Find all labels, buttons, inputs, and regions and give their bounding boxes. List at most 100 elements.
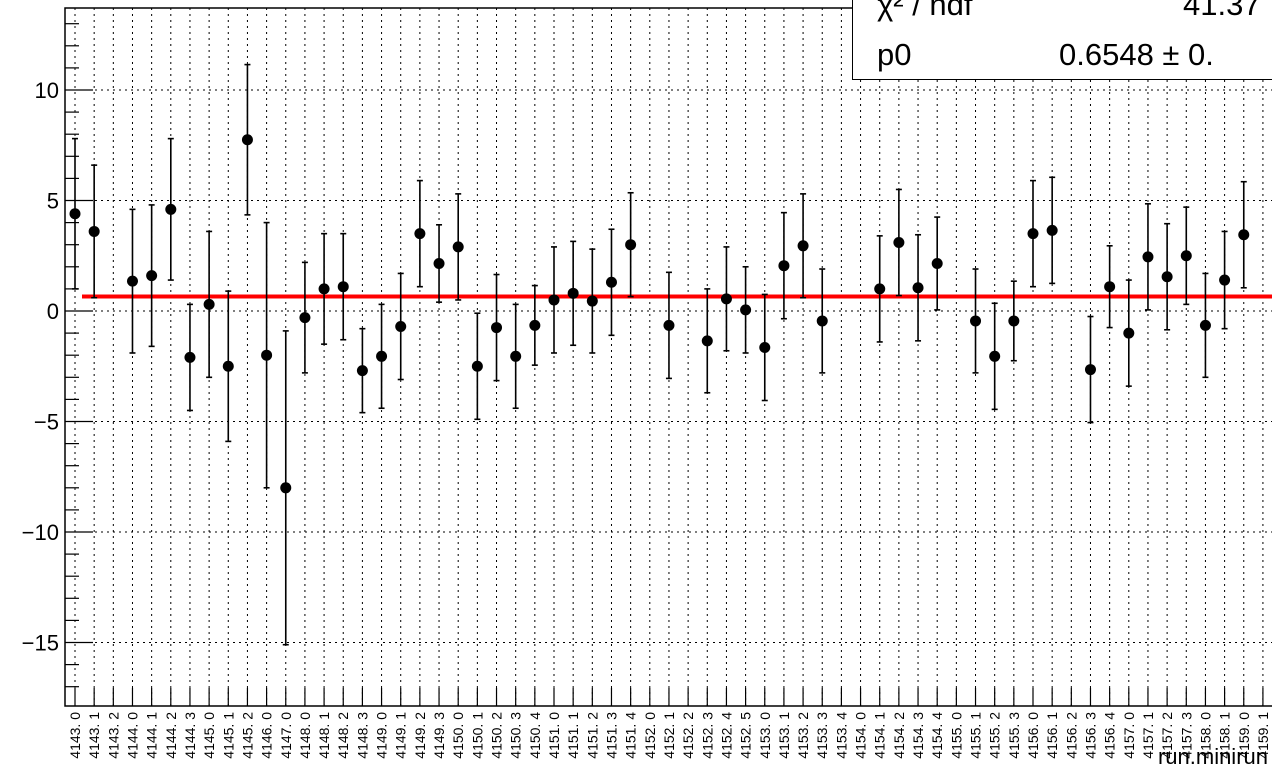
data-point bbox=[1161, 271, 1173, 283]
x-tick-label: 4147. 0 bbox=[278, 712, 294, 759]
x-tick-label: 4148. 0 bbox=[297, 712, 313, 759]
data-point bbox=[970, 315, 982, 327]
data-point bbox=[222, 360, 234, 372]
data-point bbox=[989, 350, 1001, 362]
x-tick-label: 4152. 4 bbox=[718, 712, 734, 759]
x-tick-label: 4149. 0 bbox=[374, 712, 390, 759]
x-tick-label: 4155. 2 bbox=[987, 712, 1003, 759]
x-tick-label: 4148. 1 bbox=[316, 712, 332, 759]
y-tick-label: −10 bbox=[22, 520, 59, 545]
y-tick-label: −15 bbox=[22, 631, 59, 656]
x-tick-label: 4156. 2 bbox=[1063, 712, 1079, 759]
y-tick-label: 0 bbox=[47, 299, 59, 324]
data-point bbox=[586, 295, 598, 307]
data-point bbox=[1219, 274, 1231, 286]
stats-name: p0 bbox=[877, 37, 912, 72]
data-point bbox=[414, 228, 426, 240]
data-point bbox=[241, 134, 253, 146]
data-point bbox=[452, 241, 464, 253]
plot-frame bbox=[64, 7, 1272, 707]
y-tick-label: 10 bbox=[35, 78, 59, 103]
x-tick-label: 4143. 0 bbox=[67, 712, 83, 759]
data-point bbox=[1123, 327, 1135, 339]
data-point bbox=[471, 360, 483, 372]
x-axis-title: run.minirun bbox=[1157, 744, 1268, 769]
x-tick-label: 4152. 1 bbox=[661, 712, 677, 759]
data-point bbox=[491, 322, 503, 334]
x-tick-label: 4144. 1 bbox=[144, 712, 160, 759]
x-tick-label: 4152. 0 bbox=[642, 712, 658, 759]
data-point bbox=[816, 315, 828, 327]
x-tick-label: 4154. 0 bbox=[853, 712, 869, 759]
x-tick-label: 4154. 4 bbox=[929, 712, 945, 759]
data-point bbox=[605, 276, 617, 288]
data-point bbox=[1142, 251, 1154, 263]
x-tick-label: 4144. 0 bbox=[124, 712, 140, 759]
x-tick-label: 4149. 1 bbox=[393, 712, 409, 759]
x-tick-label: 4157. 1 bbox=[1140, 712, 1156, 759]
data-point bbox=[625, 239, 637, 251]
x-tick-label: 4155. 3 bbox=[1006, 712, 1022, 759]
data-point bbox=[69, 208, 81, 220]
data-point bbox=[874, 283, 886, 295]
x-tick-label: 4158. 0 bbox=[1197, 712, 1213, 759]
data-point bbox=[126, 275, 138, 287]
data-point bbox=[548, 294, 560, 306]
x-tick-label: 4144. 3 bbox=[182, 712, 198, 759]
x-tick-label: 4154. 2 bbox=[891, 712, 907, 759]
x-tick-label: 4146. 0 bbox=[259, 712, 275, 759]
data-point bbox=[663, 319, 675, 331]
x-tick-label: 4153. 4 bbox=[833, 712, 849, 759]
x-tick-label: 4156. 3 bbox=[1082, 712, 1098, 759]
data-point bbox=[740, 304, 752, 316]
data-point bbox=[1046, 224, 1058, 236]
x-tick-label: 4154. 1 bbox=[872, 712, 888, 759]
x-tick-label: 4153. 0 bbox=[757, 712, 773, 759]
x-tick-label: 4150. 4 bbox=[527, 712, 543, 759]
x-tick-label: 4151. 2 bbox=[584, 712, 600, 759]
x-tick-label: 4145. 2 bbox=[239, 712, 255, 759]
data-point bbox=[88, 225, 100, 237]
x-tick-label: 4156. 0 bbox=[1025, 712, 1041, 759]
stats-box: χ² / ndf 41.37 p0 0.6548 ± 0. bbox=[852, 0, 1272, 80]
x-tick-label: 4152. 2 bbox=[680, 712, 696, 759]
x-tick-label: 4153. 1 bbox=[776, 712, 792, 759]
x-tick-label: 4158. 1 bbox=[1217, 712, 1233, 759]
data-point bbox=[318, 283, 330, 295]
x-tick-label: 4148. 3 bbox=[354, 712, 370, 759]
data-point bbox=[797, 240, 809, 252]
x-tick-label: 4157. 3 bbox=[1178, 712, 1194, 759]
x-tick-label: 4151. 3 bbox=[603, 712, 619, 759]
x-tick-label: 4145. 1 bbox=[220, 712, 236, 759]
x-tick-label: 4144. 2 bbox=[163, 712, 179, 759]
data-point bbox=[567, 287, 579, 299]
x-tick-label: 4149. 2 bbox=[412, 712, 428, 759]
y-tick-label: 5 bbox=[47, 189, 59, 214]
x-tick-label: 4155. 0 bbox=[948, 712, 964, 759]
data-point bbox=[337, 281, 349, 293]
x-tick-label: 4159. 1 bbox=[1255, 712, 1271, 759]
x-tick-label: 4154. 3 bbox=[910, 712, 926, 759]
data-point bbox=[299, 312, 311, 324]
data-point bbox=[1084, 364, 1096, 376]
x-axis: 4143. 0 4143. 1 4143. 2 4144. 0 4144. 1 4144.… bbox=[67, 688, 1271, 759]
x-tick-label: 4151. 0 bbox=[546, 712, 562, 759]
data-point bbox=[1027, 228, 1039, 240]
x-tick-label: 4153. 2 bbox=[795, 712, 811, 759]
stats-value: 41.37 bbox=[1183, 0, 1261, 22]
x-tick-label: 4157. 2 bbox=[1159, 712, 1175, 759]
data-point bbox=[893, 236, 905, 248]
data-point bbox=[931, 257, 943, 269]
x-tick-label: 4155. 1 bbox=[968, 712, 984, 759]
x-tick-label: 4148. 2 bbox=[335, 712, 351, 759]
data-point bbox=[529, 319, 541, 331]
data-point bbox=[146, 270, 158, 282]
data-point bbox=[165, 203, 177, 215]
stats-name: χ² / ndf bbox=[877, 0, 973, 22]
data-point bbox=[356, 365, 368, 377]
data-point bbox=[701, 335, 713, 347]
data-point bbox=[376, 350, 388, 362]
data-point bbox=[1238, 229, 1250, 241]
x-tick-label: 4143. 2 bbox=[105, 712, 121, 759]
